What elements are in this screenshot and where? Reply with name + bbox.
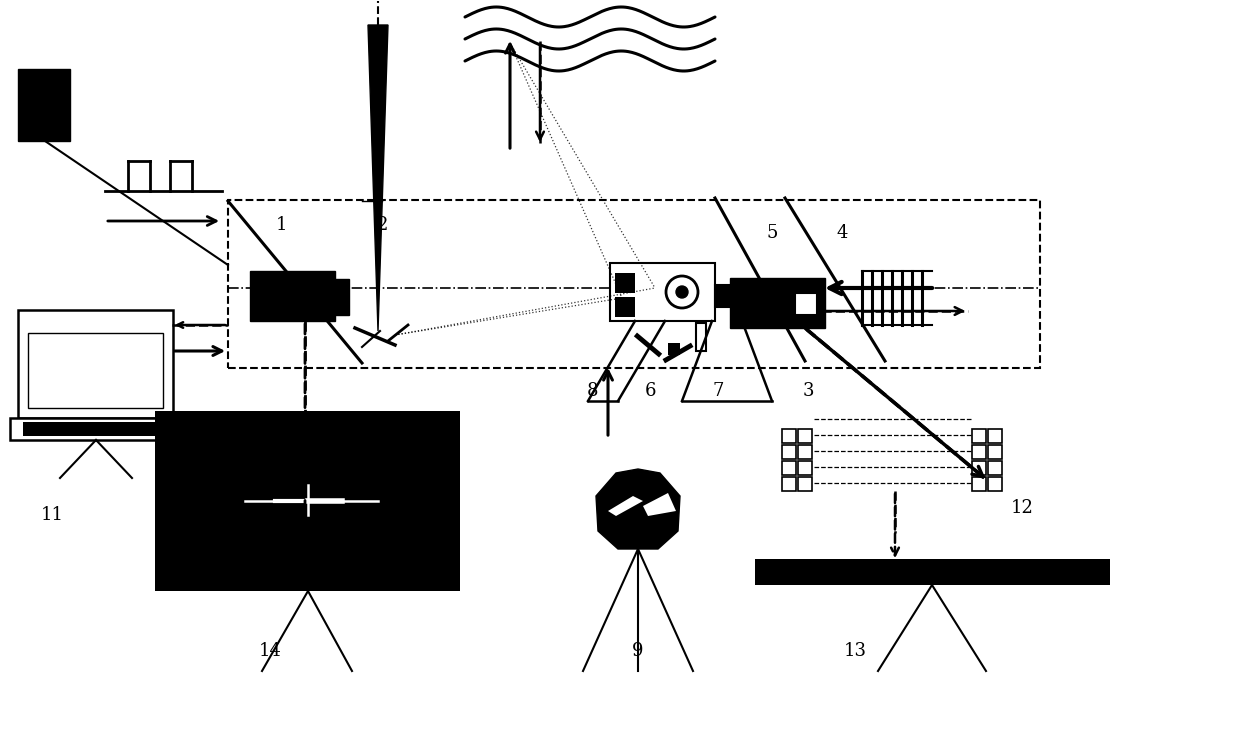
Text: 7: 7 xyxy=(712,382,724,400)
Text: 3: 3 xyxy=(802,382,813,400)
Bar xyxy=(730,278,825,328)
Bar xyxy=(988,445,1002,459)
Circle shape xyxy=(676,286,688,298)
Text: 2: 2 xyxy=(376,216,388,234)
Bar xyxy=(795,293,817,315)
Polygon shape xyxy=(596,469,680,549)
Bar xyxy=(972,429,986,443)
Bar xyxy=(610,263,715,321)
Bar xyxy=(19,69,69,141)
Bar xyxy=(988,477,1002,491)
Bar xyxy=(799,461,812,475)
Text: 13: 13 xyxy=(843,642,867,660)
Bar xyxy=(250,271,335,321)
Bar xyxy=(715,285,746,307)
Bar xyxy=(715,285,797,307)
Text: 11: 11 xyxy=(41,506,63,524)
Bar xyxy=(668,343,680,355)
Text: 12: 12 xyxy=(1011,499,1033,517)
Polygon shape xyxy=(368,25,388,331)
Bar xyxy=(972,461,986,475)
Bar xyxy=(799,429,812,443)
Bar xyxy=(615,297,635,317)
Text: 4: 4 xyxy=(836,224,848,242)
Bar xyxy=(782,461,796,475)
Bar xyxy=(972,477,986,491)
Bar xyxy=(799,477,812,491)
Bar xyxy=(755,559,1110,585)
Polygon shape xyxy=(608,496,644,516)
Bar xyxy=(696,323,706,351)
Text: 9: 9 xyxy=(632,642,644,660)
Bar xyxy=(988,461,1002,475)
Bar xyxy=(615,273,635,293)
Bar xyxy=(988,429,1002,443)
Text: 5: 5 xyxy=(766,224,777,242)
Polygon shape xyxy=(644,493,676,516)
Bar xyxy=(10,418,182,440)
Bar xyxy=(799,445,812,459)
Text: 6: 6 xyxy=(645,382,656,400)
Bar xyxy=(335,279,348,315)
Bar xyxy=(24,422,165,436)
Bar xyxy=(29,333,162,408)
Bar xyxy=(782,429,796,443)
Bar xyxy=(972,445,986,459)
Bar xyxy=(228,200,1040,368)
Bar xyxy=(782,445,796,459)
Text: 10: 10 xyxy=(19,92,41,110)
Bar xyxy=(782,477,796,491)
Bar xyxy=(155,411,460,591)
Text: 1: 1 xyxy=(277,216,288,234)
Text: 14: 14 xyxy=(259,642,281,660)
Bar xyxy=(19,310,174,418)
Text: 8: 8 xyxy=(587,382,598,400)
